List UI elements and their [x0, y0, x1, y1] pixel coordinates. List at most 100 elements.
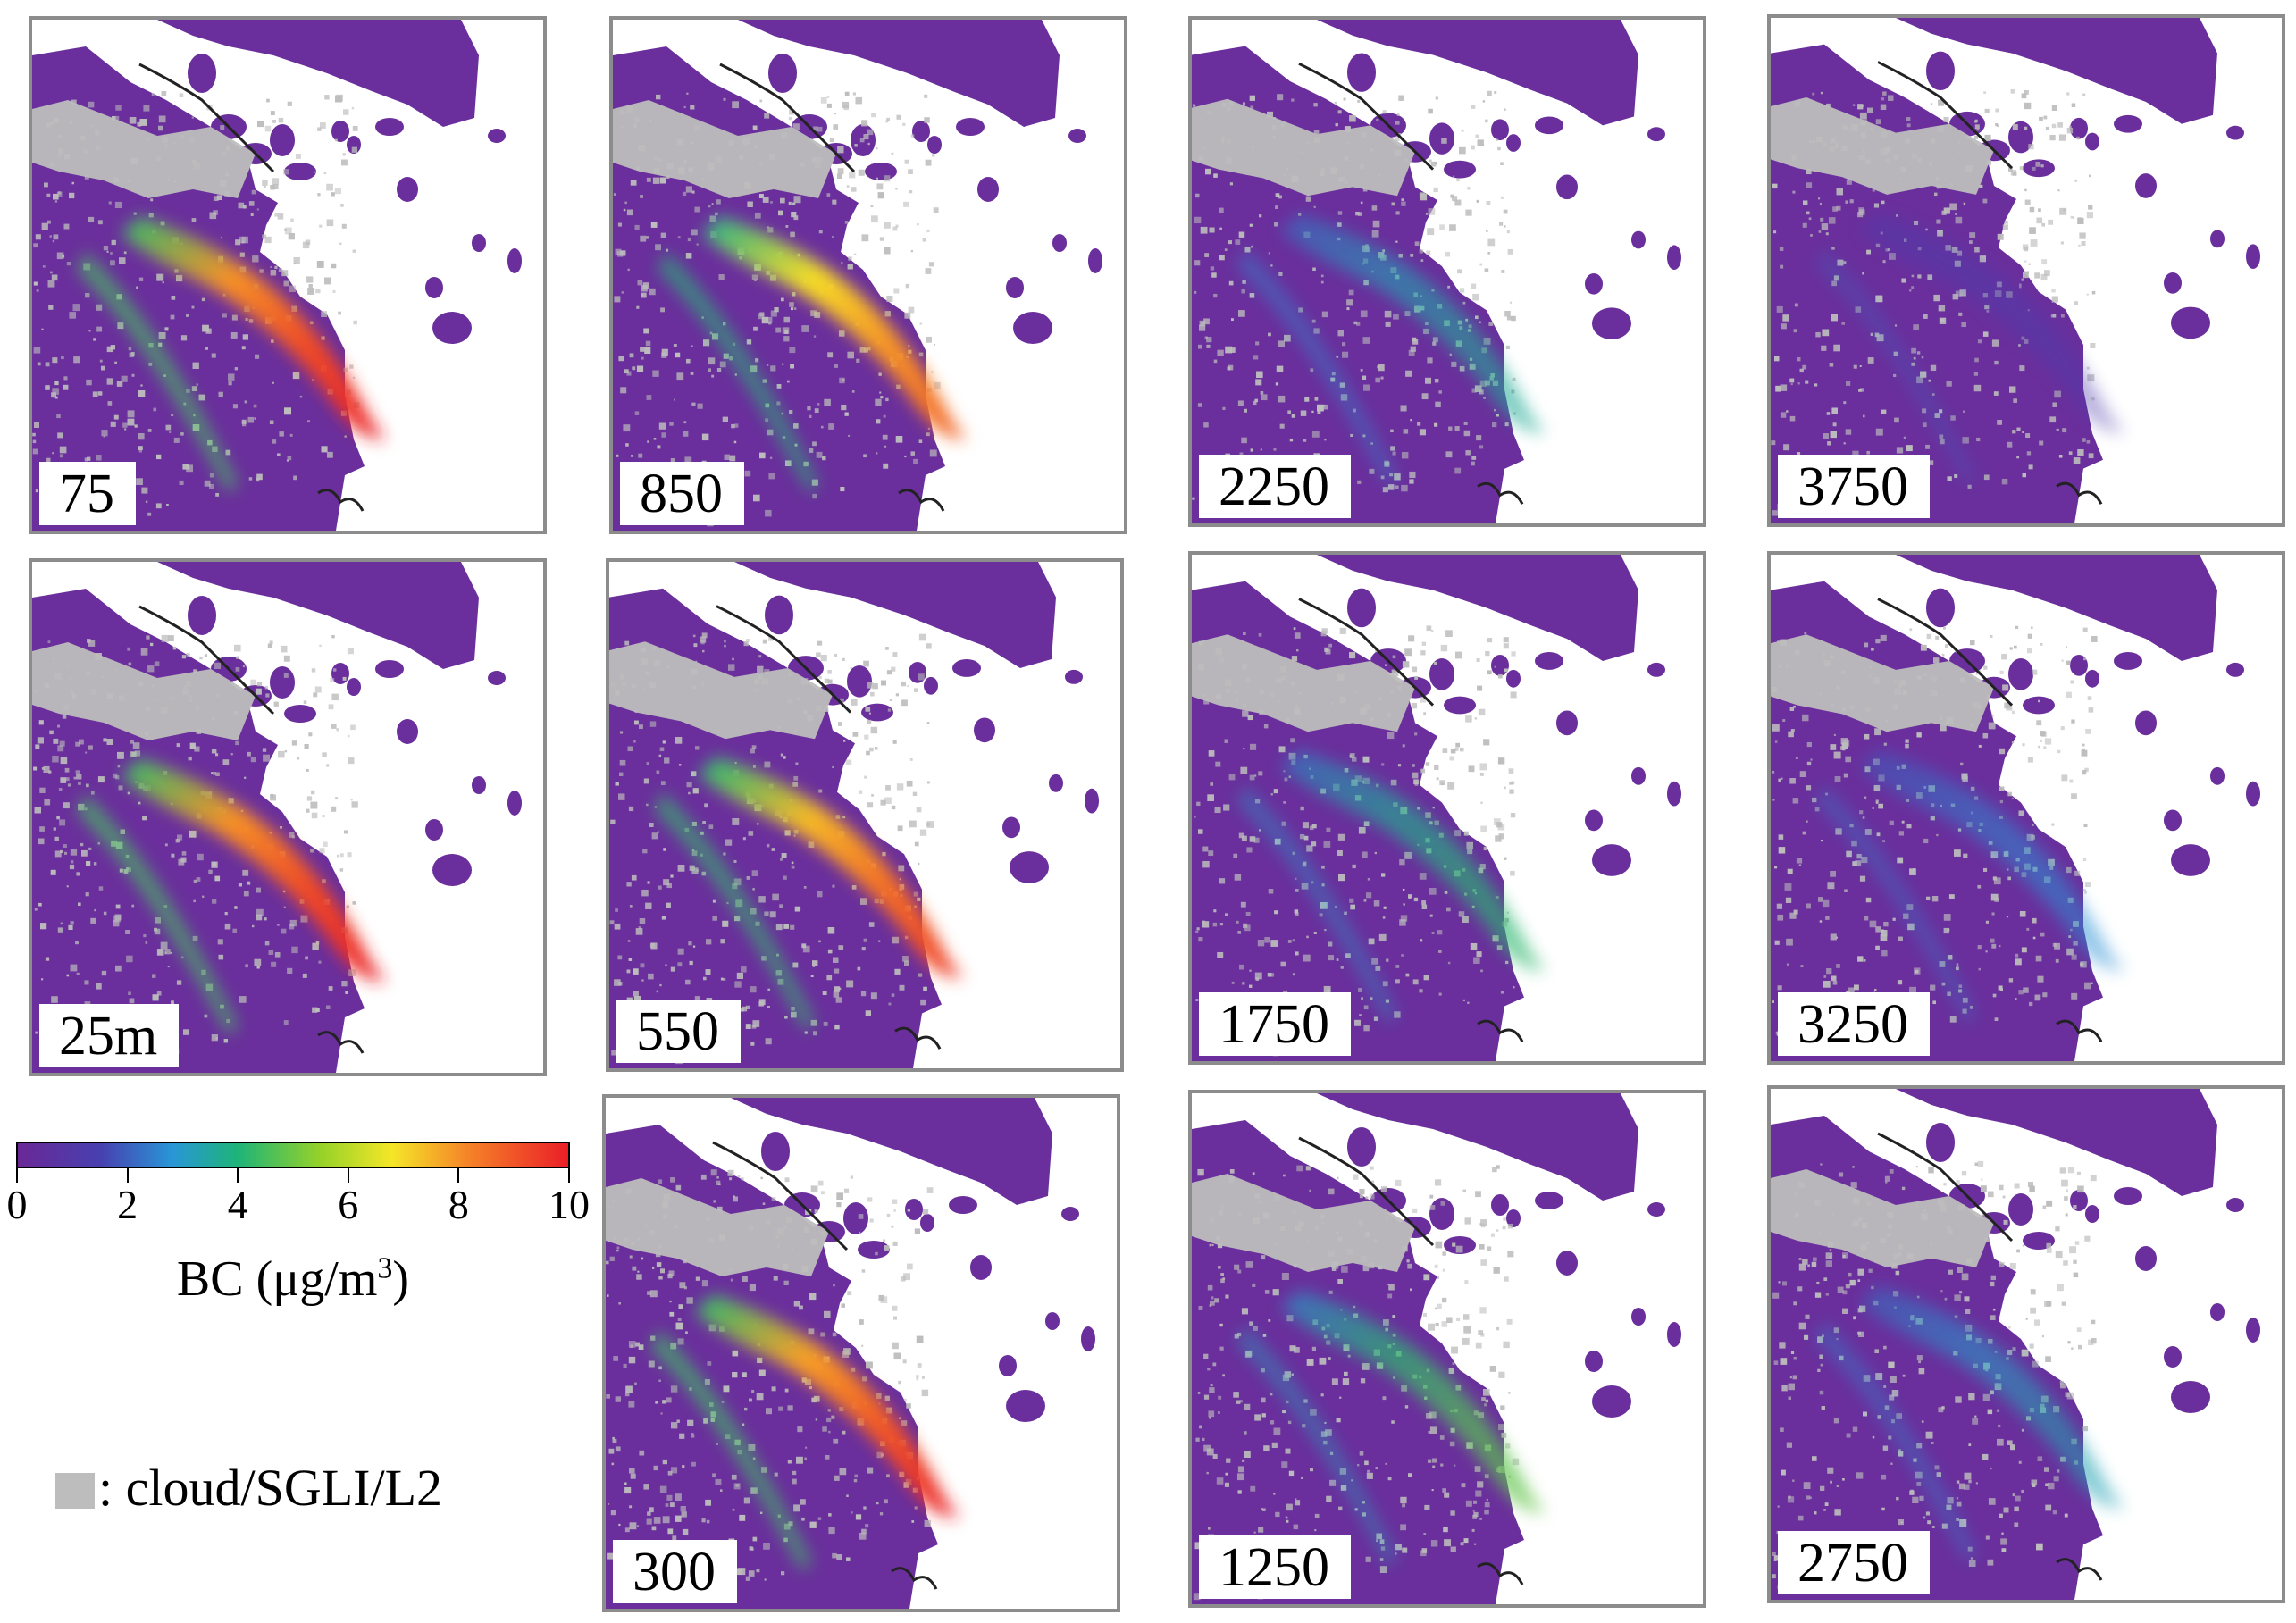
island [425, 819, 443, 841]
bc-plume [695, 1294, 959, 1518]
island [1065, 669, 1083, 684]
bc-streak [658, 252, 818, 493]
coastline [1877, 61, 2014, 170]
island [1444, 1236, 1476, 1254]
coastline [719, 63, 856, 173]
coastline [898, 489, 945, 512]
north-land [1317, 20, 1638, 126]
coastline [1877, 598, 2014, 707]
bc-concentration-map [609, 562, 1120, 1068]
bc-plume [122, 758, 385, 982]
island [1631, 230, 1646, 249]
island [432, 312, 472, 344]
bc-concentration-map [1192, 20, 1703, 523]
bc-streak [1815, 1321, 1976, 1562]
bc-concentration-map [606, 1098, 1117, 1609]
colorbar-tick [568, 1168, 570, 1183]
island [952, 659, 981, 677]
colorbar-tick-label: 6 [338, 1182, 359, 1227]
island [2023, 696, 2055, 715]
panel-label: 3250 [1778, 991, 1930, 1056]
island [2135, 173, 2157, 198]
island [1585, 272, 1603, 295]
bc-streak [1236, 1326, 1397, 1567]
island [2210, 766, 2225, 785]
island [432, 854, 472, 886]
panel-label: 1750 [1199, 991, 1351, 1056]
north-land [1896, 18, 2217, 124]
island [284, 163, 316, 180]
coastline [1477, 1562, 1524, 1585]
colorbar-tick [457, 1168, 460, 1183]
map-panel: 2750 [1767, 1085, 2285, 1603]
north-land [731, 1098, 1052, 1205]
island [861, 703, 893, 722]
island [1061, 1207, 1079, 1221]
island [1006, 1390, 1045, 1422]
panel-label: 2750 [1778, 1530, 1930, 1594]
island [1002, 816, 1020, 839]
island [949, 1196, 977, 1214]
island [425, 277, 443, 298]
bc-concentration-map [32, 20, 543, 531]
bc-concentration-map [1771, 1089, 2282, 1600]
panel-label: 550 [616, 999, 741, 1063]
colorbar-tick [126, 1168, 129, 1183]
island [1667, 781, 1681, 807]
bc-concentration-map [1771, 18, 2282, 523]
bc-plume [1281, 749, 1545, 971]
north-land [157, 20, 479, 127]
island [188, 596, 216, 635]
island [761, 1132, 790, 1171]
coastline [1477, 481, 1524, 506]
island [1491, 119, 1509, 141]
island [472, 234, 486, 252]
island [765, 595, 793, 635]
island [2210, 230, 2225, 248]
island [472, 776, 486, 794]
island [2070, 1190, 2088, 1211]
island [1506, 1209, 1521, 1227]
island [1081, 1326, 1095, 1351]
map-panel: 3750 [1767, 14, 2285, 527]
island [2246, 244, 2260, 270]
island [375, 660, 404, 678]
north-land [1896, 1089, 2217, 1196]
island [2171, 1381, 2210, 1413]
island [1491, 655, 1509, 676]
island [1926, 51, 1955, 91]
island [924, 676, 938, 695]
island [188, 54, 216, 93]
colorbar-title: BC (μg/m3) [16, 1251, 570, 1308]
island [1585, 809, 1603, 832]
coastline [712, 1141, 849, 1251]
island [2070, 655, 2088, 676]
island [2246, 1318, 2260, 1343]
island [858, 1241, 890, 1259]
island [1647, 662, 1665, 677]
island [2023, 159, 2055, 178]
island [999, 1355, 1017, 1376]
island [1631, 1308, 1646, 1326]
island [1052, 234, 1067, 252]
island [970, 1255, 992, 1280]
island [2226, 125, 2244, 140]
island [974, 717, 995, 743]
coastline [894, 1026, 942, 1050]
island [2171, 306, 2210, 339]
north-land [734, 562, 1056, 668]
map-panel: 3250 [1767, 551, 2285, 1065]
island [2164, 809, 2182, 832]
island [2164, 272, 2182, 294]
island [1592, 844, 1631, 876]
island [1506, 134, 1521, 152]
colorbar-tick-label: 8 [448, 1182, 469, 1227]
island [1085, 788, 1099, 814]
coastline [1298, 1136, 1435, 1247]
map-panel: 1250 [1188, 1090, 1706, 1608]
island [1506, 669, 1521, 688]
island [1045, 1312, 1060, 1330]
coastline [1877, 1132, 2014, 1242]
coastline [1298, 598, 1435, 707]
island [270, 124, 295, 156]
